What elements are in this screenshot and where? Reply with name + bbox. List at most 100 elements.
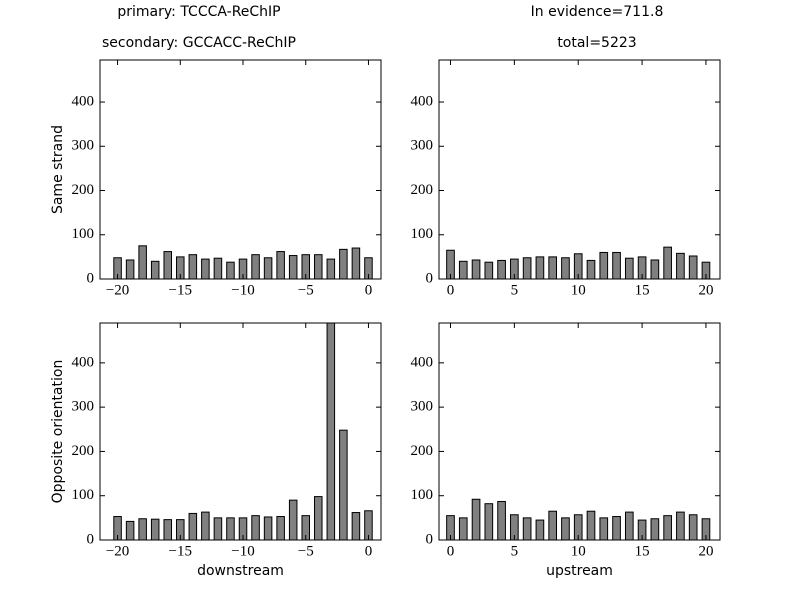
bar [213,257,223,280]
bar [663,246,672,280]
bar [138,245,147,280]
axes-frame [99,322,382,541]
bar [484,503,494,541]
bar [326,322,336,541]
y-tick-label: 0 [426,270,434,286]
y-tick-label: 0 [426,531,434,547]
bar [351,247,361,280]
bar [561,257,570,280]
bar [599,517,609,541]
bar [150,260,160,280]
x-tick-label: −10 [231,543,254,559]
bar [339,248,348,280]
x-axis-label: downstream [197,563,284,579]
y-tick-label: 300 [411,138,434,154]
bar [251,254,260,280]
x-tick-label: 15 [635,282,650,298]
x-tick-label: −15 [169,543,192,559]
bar [163,519,173,541]
bar [276,251,285,280]
y-tick-label: 400 [411,93,434,109]
x-tick-label: 20 [698,282,713,298]
bar [586,259,596,280]
y-tick-label: 400 [72,354,95,370]
y-tick-label: 100 [72,487,95,503]
y-tick-label: 300 [72,138,95,154]
axes-frame [99,59,382,280]
y-tick-label: 0 [87,270,95,286]
bar [599,251,609,280]
y-tick-label: 400 [411,354,434,370]
x-tick-label: 0 [365,543,373,559]
x-tick-label: 0 [447,282,455,298]
bar [125,520,135,541]
y-tick-label: 0 [87,531,95,547]
x-tick-label: −20 [106,282,129,298]
bar [497,500,506,541]
y-tick-label: 300 [411,399,434,415]
bar [612,516,621,541]
bar [471,498,481,541]
x-tick-label: 0 [447,543,455,559]
bar [650,259,660,280]
bar [213,517,223,541]
bar [458,517,468,541]
bar [624,511,634,541]
x-tick-label: 20 [698,543,713,559]
bar [263,257,273,280]
bar [351,512,361,541]
bar [458,260,468,280]
bar [624,257,634,280]
bar [326,258,336,280]
bar [484,261,494,280]
x-tick-label: 15 [635,543,650,559]
bar [201,258,210,280]
bar [612,251,621,280]
bar [535,256,545,280]
y-tick-label: 200 [411,182,434,198]
bar [471,259,481,280]
bar [263,516,273,541]
y-tick-label: 100 [411,226,434,242]
x-tick-label: −5 [298,282,314,298]
x-tick-label: 5 [511,543,519,559]
bar [201,511,210,541]
y-tick-label: 100 [72,226,95,242]
x-tick-label: −15 [169,282,192,298]
x-axis-label: upstream [546,563,613,579]
bar [276,516,285,541]
x-tick-label: 10 [571,282,586,298]
bar [688,514,698,541]
x-tick-label: −10 [231,282,254,298]
bar [125,259,135,280]
bar [522,257,532,280]
axes-frame [438,322,721,541]
axes-frame [438,59,721,280]
y-axis-label: Same strand [50,125,66,214]
y-tick-label: 200 [411,443,434,459]
y-tick-label: 200 [72,182,95,198]
chart-title: primary: TCCCA-ReChIP [117,4,280,20]
bar [288,255,298,280]
bar [676,252,685,280]
bar [188,512,198,541]
bar [663,515,672,541]
chart-title: In evidence=711.8 [531,4,664,20]
chart-subtitle: secondary: GCCACC-ReChIP [102,35,296,51]
bar [561,517,570,541]
bar [150,518,160,541]
bar [586,510,596,541]
chart-subtitle: total=5223 [557,35,636,51]
bar [548,256,558,280]
y-tick-label: 100 [411,487,434,503]
bar [314,496,323,541]
bar [251,515,260,541]
y-axis-label: Opposite orientation [50,360,66,504]
y-tick-label: 400 [72,93,95,109]
bar [548,510,558,541]
bar [339,429,348,541]
bar [188,254,198,280]
bar [226,261,235,280]
bar [650,518,660,541]
